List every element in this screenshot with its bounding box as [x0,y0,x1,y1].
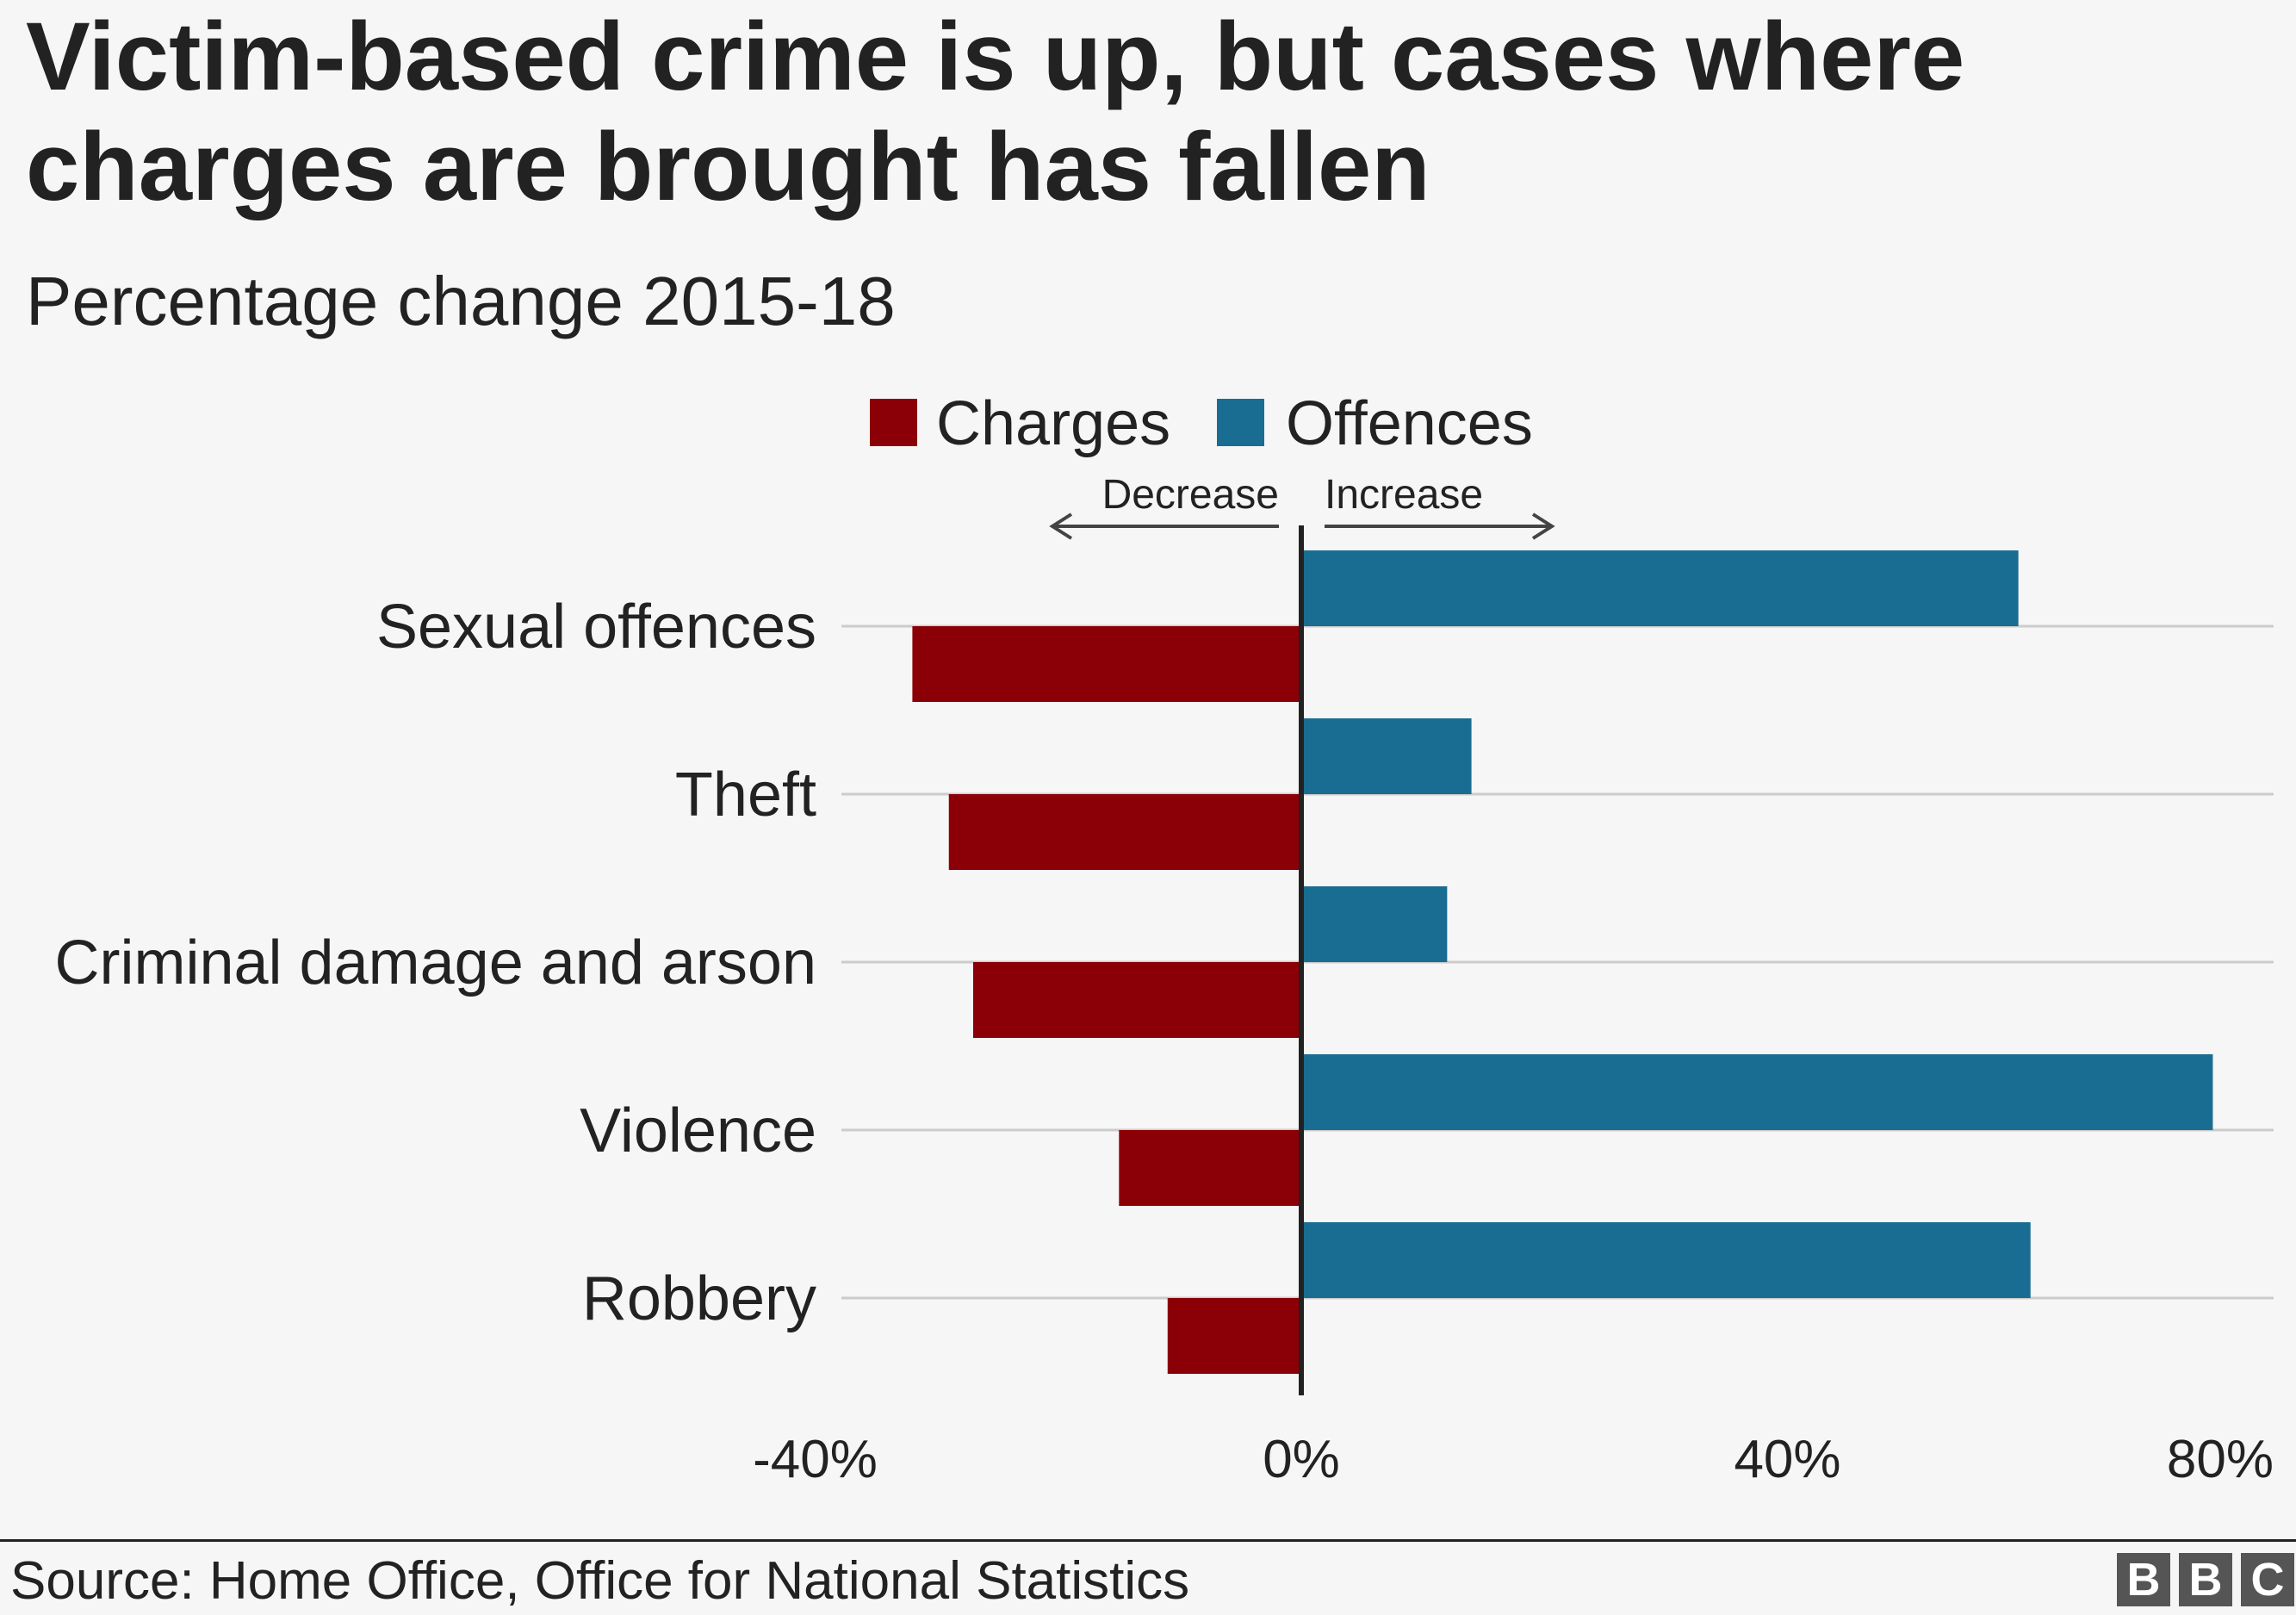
bar-charges [912,626,1301,702]
bars [912,550,2213,1374]
bbc-logo-letter: B [2117,1553,2170,1606]
bar-offences [1301,718,1472,794]
bar-charges [1119,1130,1301,1206]
legend-swatch-offences [1217,399,1264,446]
x-tick-labels: -40% 0% 40% 80% [753,1430,2274,1489]
bar-offences [1301,1222,2031,1298]
category-label: Violence [580,1096,816,1165]
bbc-logo-letter: C [2241,1553,2294,1606]
bar-charges [948,794,1301,870]
bar-charges [972,962,1301,1038]
category-label: Sexual offences [376,593,816,662]
category-labels: Sexual offences Theft Criminal damage and … [55,593,816,1333]
x-tick-label: 40% [1734,1430,1840,1489]
category-label: Robbery [582,1264,816,1333]
legend-label-charges: Charges [936,389,1170,458]
increase-label: Increase [1325,472,1483,518]
bbc-logo-letter: B [2179,1553,2232,1606]
x-tick-label: 80% [2167,1430,2274,1489]
legend: Charges Offences [870,389,1533,458]
bbc-logo: B B C [2117,1553,2294,1606]
decrease-label: Decrease [1102,472,1279,518]
bar-offences [1301,886,1448,962]
direction-indicator: Decrease Increase [1049,472,1555,540]
chart-subtitle: Percentage change 2015-18 [26,263,896,339]
legend-label-offences: Offences [1286,389,1533,458]
bar-offences [1301,1054,2213,1130]
x-tick-label: 0% [1263,1430,1340,1489]
right-arrow-icon [1325,512,1555,540]
bar-offences [1301,550,2019,626]
chart-title: Victim-based crime is up, but cases wher… [26,3,1965,221]
category-label: Criminal damage and arson [55,929,816,997]
category-label: Theft [675,761,816,829]
left-arrow-icon [1049,512,1279,540]
legend-swatch-charges [870,399,917,446]
x-tick-label: -40% [753,1430,878,1489]
source-note: Source: Home Office, Office for National… [10,1551,1190,1611]
footer-divider [0,1539,2296,1542]
bar-charges [1167,1298,1301,1374]
